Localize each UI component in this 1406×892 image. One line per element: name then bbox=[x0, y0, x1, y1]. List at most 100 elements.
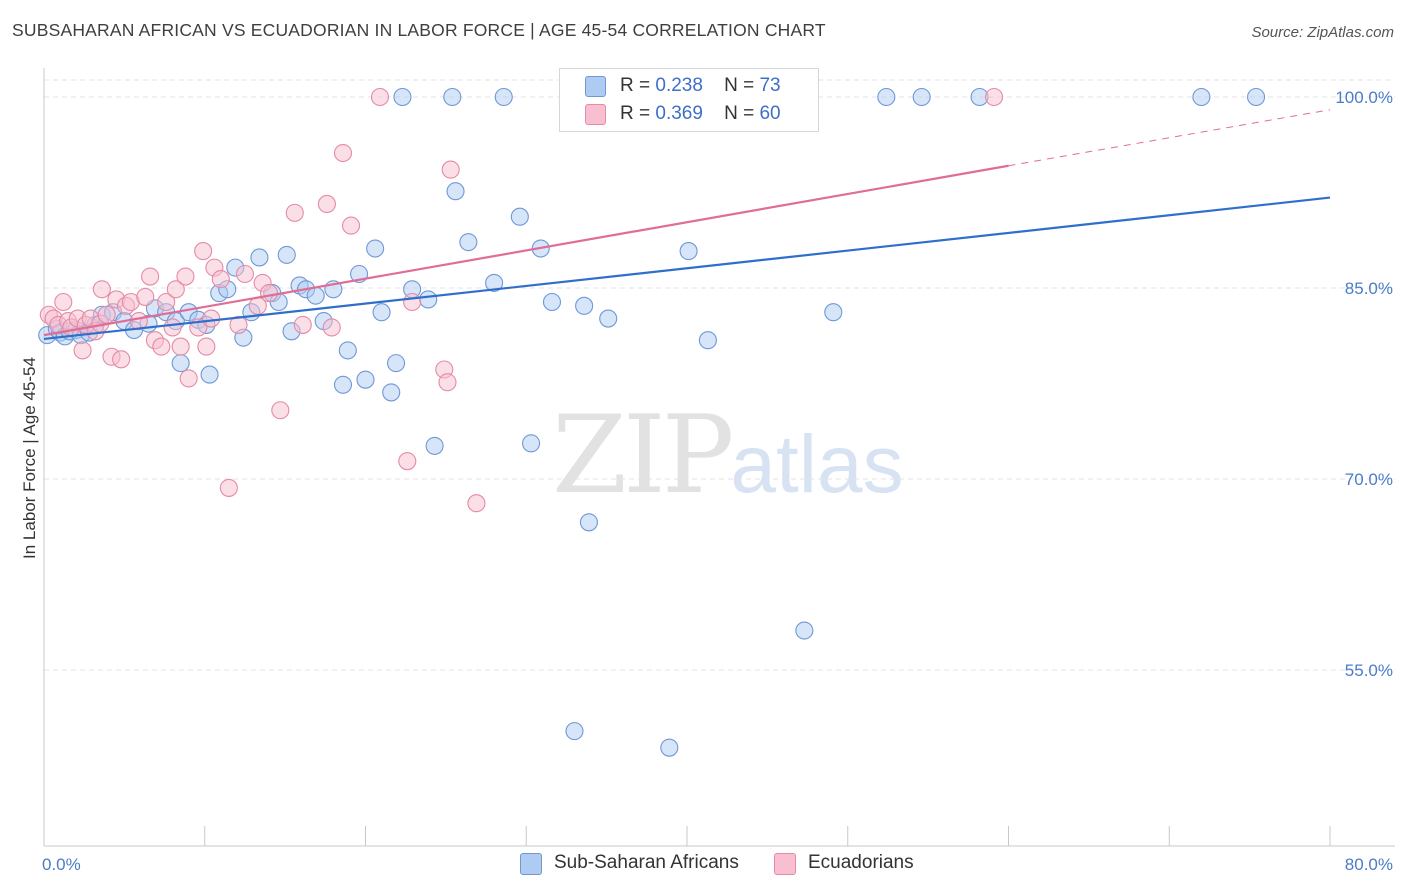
bottom-legend-swatch-subsaharan bbox=[520, 853, 542, 875]
point-subsaharan bbox=[599, 309, 618, 328]
point-subsaharan bbox=[660, 738, 679, 757]
point-ecuadorian bbox=[259, 284, 279, 303]
point-subsaharan bbox=[356, 370, 375, 389]
point-ecuadorian bbox=[166, 280, 185, 299]
point-ecuadorian bbox=[229, 315, 248, 334]
point-ecuadorian bbox=[341, 216, 361, 235]
x-tick-label: 80.0% bbox=[1345, 855, 1393, 874]
point-ecuadorian bbox=[467, 494, 486, 513]
point-ecuadorian bbox=[398, 452, 417, 471]
y-axis-title: In Labor Force | Age 45-54 bbox=[20, 357, 39, 559]
grid-lines bbox=[44, 79, 1395, 671]
point-ecuadorian bbox=[141, 267, 160, 286]
point-ecuadorian bbox=[73, 341, 92, 360]
point-subsaharan bbox=[386, 354, 406, 373]
point-subsaharan bbox=[542, 292, 562, 312]
legend-n-label: N = bbox=[724, 103, 755, 124]
trend-line-ecuadorian-extrapolated bbox=[1008, 109, 1331, 167]
point-subsaharan bbox=[565, 722, 584, 741]
point-ecuadorian bbox=[403, 292, 422, 312]
point-ecuadorian bbox=[235, 264, 254, 284]
axis-labels: 55.0% 70.0% 85.0% 100.0% 0.0% 80.0% In Labor F… bbox=[20, 88, 1393, 874]
point-ecuadorian bbox=[211, 270, 230, 289]
point-subsaharan bbox=[877, 87, 896, 107]
point-subsaharan bbox=[795, 621, 814, 640]
point-subsaharan bbox=[443, 87, 462, 107]
trend-line-subsaharan bbox=[43, 196, 1331, 341]
point-ecuadorian bbox=[54, 292, 73, 312]
point-ecuadorian bbox=[163, 318, 182, 337]
y-tick-label: 55.0% bbox=[1345, 661, 1393, 680]
series-ecuadorian-points bbox=[39, 87, 1004, 513]
legend-r-label: R = bbox=[620, 103, 651, 124]
point-ecuadorian bbox=[197, 337, 216, 356]
bottom-legend-label-subsaharan: Sub-Saharan Africans bbox=[554, 852, 739, 873]
point-ecuadorian bbox=[333, 143, 353, 163]
series-subsaharan-points bbox=[38, 87, 1266, 757]
point-ecuadorian bbox=[285, 203, 304, 222]
point-ecuadorian bbox=[157, 292, 176, 312]
point-ecuadorian bbox=[322, 318, 341, 337]
point-subsaharan bbox=[446, 182, 465, 201]
point-subsaharan bbox=[277, 245, 296, 264]
point-subsaharan bbox=[1192, 87, 1211, 107]
legend-n-label: N = bbox=[724, 75, 755, 96]
legend-n-value: 60 bbox=[759, 103, 781, 124]
y-tick-label: 85.0% bbox=[1345, 279, 1393, 298]
legend-r-value: 0.238 bbox=[655, 75, 703, 96]
point-subsaharan bbox=[698, 331, 717, 350]
legend-r-label: R = bbox=[620, 75, 651, 96]
y-tick-label: 100.0% bbox=[1335, 88, 1393, 107]
legend-swatch-ecuadorian bbox=[585, 104, 606, 125]
point-subsaharan bbox=[333, 375, 353, 394]
point-subsaharan bbox=[510, 207, 529, 226]
point-ecuadorian bbox=[293, 315, 312, 334]
point-subsaharan bbox=[338, 341, 357, 360]
point-subsaharan bbox=[575, 296, 594, 315]
point-subsaharan bbox=[382, 383, 401, 402]
correlation-legend: R = 0.238 N = 73 R = 0.369 N = 60 bbox=[559, 68, 819, 132]
point-subsaharan bbox=[171, 354, 190, 373]
point-subsaharan bbox=[200, 365, 219, 384]
point-ecuadorian bbox=[984, 87, 1004, 107]
point-subsaharan bbox=[393, 87, 412, 107]
point-ecuadorian bbox=[202, 309, 221, 328]
legend-text-ecuadorian: R = 0.369 N = 60 bbox=[620, 103, 781, 125]
point-ecuadorian bbox=[176, 267, 195, 286]
point-ecuadorian bbox=[112, 350, 131, 369]
point-subsaharan bbox=[912, 87, 931, 107]
point-subsaharan bbox=[579, 513, 598, 532]
legend-r-value: 0.369 bbox=[655, 103, 703, 124]
point-subsaharan bbox=[679, 242, 698, 261]
point-subsaharan bbox=[485, 273, 504, 292]
bottom-legend-swatch-ecuadorian bbox=[774, 853, 796, 875]
point-subsaharan bbox=[419, 290, 438, 309]
point-ecuadorian bbox=[152, 337, 171, 356]
point-subsaharan bbox=[366, 239, 385, 258]
point-subsaharan bbox=[250, 248, 269, 267]
point-ecuadorian bbox=[441, 160, 460, 179]
axes bbox=[43, 68, 1395, 847]
point-ecuadorian bbox=[271, 401, 290, 420]
point-ecuadorian bbox=[317, 194, 336, 214]
point-ecuadorian bbox=[370, 87, 390, 107]
point-ecuadorian bbox=[92, 280, 111, 299]
point-subsaharan bbox=[425, 436, 444, 455]
chart-title: SUBSAHARAN AFRICAN VS ECUADORIAN IN LABO… bbox=[12, 20, 826, 40]
legend-swatch-subsaharan bbox=[585, 76, 606, 97]
point-subsaharan bbox=[459, 233, 478, 252]
source-label: Source: ZipAtlas.com bbox=[1251, 24, 1394, 41]
point-ecuadorian bbox=[219, 478, 238, 497]
point-ecuadorian bbox=[194, 242, 213, 261]
point-subsaharan bbox=[1247, 87, 1266, 107]
point-ecuadorian bbox=[97, 305, 116, 324]
point-ecuadorian bbox=[179, 369, 198, 388]
point-subsaharan bbox=[522, 434, 541, 453]
trend-lines bbox=[43, 109, 1331, 341]
legend-n-value: 73 bbox=[759, 75, 781, 96]
x-tick-label: 0.0% bbox=[42, 855, 81, 874]
point-ecuadorian bbox=[438, 373, 457, 392]
point-subsaharan bbox=[824, 303, 843, 322]
point-ecuadorian bbox=[171, 337, 190, 356]
